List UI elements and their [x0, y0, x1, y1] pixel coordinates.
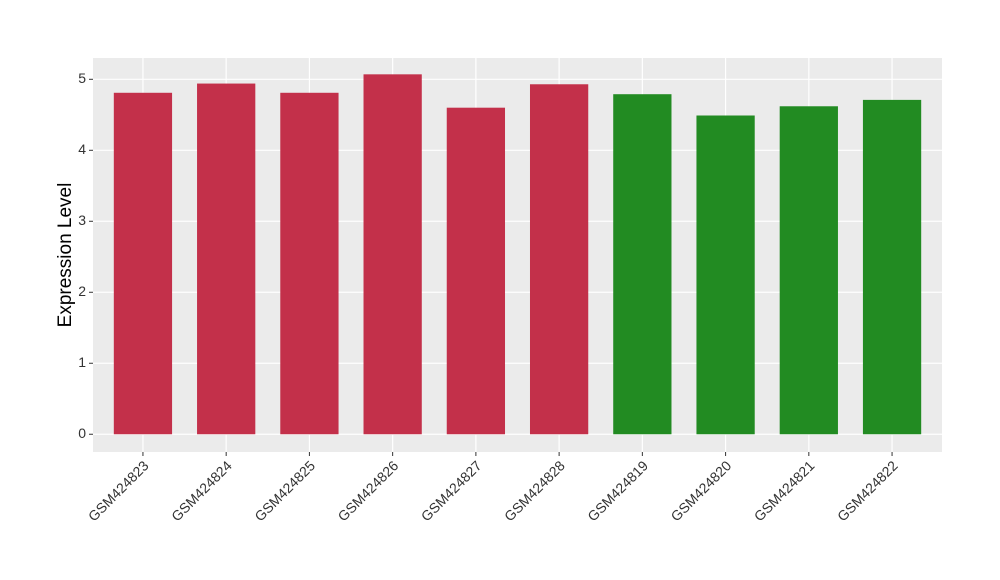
x-tick-label: GSM424826 [334, 457, 401, 524]
bar [113, 92, 173, 435]
bar [529, 84, 589, 435]
x-tick-label: GSM424819 [584, 457, 651, 524]
bar [862, 99, 922, 435]
bar [613, 94, 672, 435]
bar [280, 92, 339, 435]
x-tick-label: GSM424821 [751, 457, 818, 524]
x-tick-label: GSM424822 [834, 457, 901, 524]
y-tick-label: 2 [78, 283, 86, 299]
y-tick-label: 1 [78, 354, 86, 370]
x-tick-label: GSM424825 [251, 457, 318, 524]
y-tick-label: 3 [78, 212, 86, 228]
y-tick-label: 4 [78, 141, 86, 157]
y-tick-label: 5 [78, 70, 86, 86]
x-tick-label: GSM424828 [501, 457, 568, 524]
y-axis-label: Expression Level [55, 183, 76, 328]
bar [197, 83, 256, 435]
x-tick-label: GSM424827 [418, 457, 485, 524]
bar [446, 107, 506, 435]
bar [696, 115, 755, 435]
bar [779, 106, 838, 435]
y-tick-label: 0 [78, 425, 86, 441]
x-tick-label: GSM424823 [85, 457, 152, 524]
bar [363, 74, 422, 435]
x-tick-label: GSM424824 [168, 457, 235, 524]
x-tick-label: GSM424820 [667, 457, 734, 524]
